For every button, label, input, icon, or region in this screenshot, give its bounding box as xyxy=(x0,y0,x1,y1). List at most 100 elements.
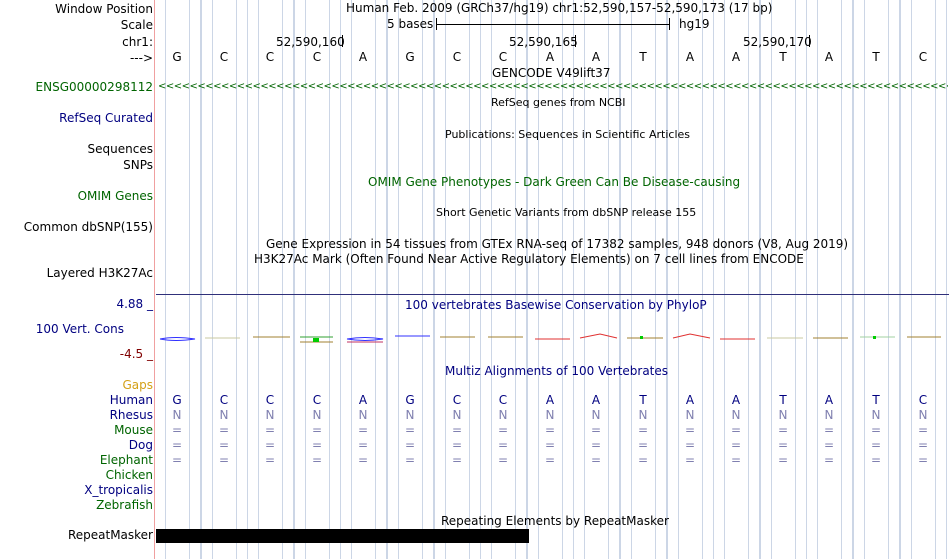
alignment-base: = xyxy=(730,453,742,467)
grid-line xyxy=(247,0,248,559)
h3k27ac-label[interactable]: Layered H3K27Ac xyxy=(46,266,153,280)
species-label: Elephant xyxy=(99,453,153,467)
coord-tick-label: 52,590,170 xyxy=(743,35,812,49)
grid-line xyxy=(900,0,901,559)
alignment-base: = xyxy=(870,438,882,452)
grid-line xyxy=(655,0,656,559)
grid-line xyxy=(678,0,679,559)
chr-label: chr1: xyxy=(122,35,153,49)
phylop-wiggle[interactable] xyxy=(155,328,950,348)
grid-line xyxy=(480,0,481,559)
grid-line xyxy=(562,0,563,559)
alignment-base: = xyxy=(823,423,835,437)
alignment-base: = xyxy=(311,438,323,452)
alignment-base: N xyxy=(685,408,695,422)
alignment-base: = xyxy=(544,423,556,437)
gencode-gene-feature[interactable]: <<<<<<<<<<<<<<<<<<<<<<<<<<<<<<<<<<<<<<<<… xyxy=(158,81,948,92)
dbsnp-label[interactable]: Common dbSNP(155) xyxy=(23,220,153,234)
phylop-label[interactable]: 100 Vert. Cons xyxy=(35,322,124,336)
sequence-base: C xyxy=(265,50,275,64)
assembly-position: Human Feb. 2009 (GRCh37/hg19) chr1:52,59… xyxy=(346,1,773,15)
alignment-base: T xyxy=(779,393,787,407)
repeatmasker-feature[interactable] xyxy=(156,529,529,543)
phylop-baseline xyxy=(156,294,949,295)
alignment-base: N xyxy=(871,408,881,422)
alignment-base: = xyxy=(684,453,696,467)
grid-line xyxy=(293,0,294,559)
alignment-base: = xyxy=(544,453,556,467)
dbsnp-title: Short Genetic Variants from dbSNP releas… xyxy=(436,206,697,219)
grid-line xyxy=(351,0,352,559)
grid-line xyxy=(515,0,516,559)
repeatmasker-label[interactable]: RepeatMasker xyxy=(67,528,153,542)
grid-line xyxy=(433,0,434,559)
omim-label[interactable]: OMIM Genes xyxy=(77,189,153,203)
alignment-base: C xyxy=(312,393,322,407)
grid-line xyxy=(795,0,796,559)
publications-title: Publications: Sequences in Scientific Ar… xyxy=(445,128,690,141)
alignment-base: = xyxy=(823,453,835,467)
alignment-base: N xyxy=(545,408,555,422)
alignment-base: = xyxy=(264,453,276,467)
publications-label-sequences[interactable]: Sequences xyxy=(87,142,153,156)
grid-line xyxy=(200,0,201,559)
species-label: Mouse xyxy=(114,423,153,437)
alignment-base: = xyxy=(777,453,789,467)
sequence-base: A xyxy=(824,50,834,64)
alignment-base: = xyxy=(637,438,649,452)
grid-line xyxy=(527,0,528,559)
alignment-base: G xyxy=(405,393,415,407)
alignment-base: = xyxy=(404,423,416,437)
alignment-base: N xyxy=(172,408,182,422)
alignment-base: = xyxy=(823,438,835,452)
grid-line xyxy=(852,0,853,559)
alignment-base: = xyxy=(590,423,602,437)
grid-line xyxy=(817,0,818,559)
grid-line xyxy=(666,0,667,559)
species-label: X_tropicalis xyxy=(84,483,153,497)
alignment-base: = xyxy=(870,423,882,437)
species-label: Human xyxy=(109,393,153,407)
refseq-label[interactable]: RefSeq Curated xyxy=(59,111,153,125)
species-label: Rhesus xyxy=(109,408,153,422)
grid-line xyxy=(608,0,609,559)
grid-line xyxy=(853,0,854,559)
alignment-base: = xyxy=(917,438,929,452)
base-grid xyxy=(155,0,950,559)
grid-line xyxy=(771,0,772,559)
alignment-base: = xyxy=(497,453,509,467)
alignment-base: N xyxy=(778,408,788,422)
alignment-base: = xyxy=(451,423,463,437)
grid-line xyxy=(258,0,259,559)
alignment-base: C xyxy=(452,393,462,407)
publications-label-snps[interactable]: SNPs xyxy=(123,158,153,172)
grid-line xyxy=(841,0,842,559)
alignment-base: A xyxy=(358,393,368,407)
grid-line xyxy=(667,0,668,559)
grid-line xyxy=(201,0,202,559)
alignment-base: = xyxy=(451,453,463,467)
grid-line xyxy=(760,0,761,559)
sequence-base: A xyxy=(731,50,741,64)
alignment-base: = xyxy=(357,438,369,452)
alignment-base: = xyxy=(637,423,649,437)
sequence-base: T xyxy=(872,50,880,64)
alignment-base: = xyxy=(311,453,323,467)
gencode-gene-label[interactable]: ENSG00000298112 xyxy=(35,80,153,94)
sequence-base: C xyxy=(498,50,508,64)
sequence-base: A xyxy=(685,50,695,64)
alignment-base: = xyxy=(404,453,416,467)
grid-line xyxy=(946,0,947,559)
alignment-base: = xyxy=(451,438,463,452)
alignment-base: G xyxy=(172,393,182,407)
sequence-base: G xyxy=(172,50,182,64)
coord-tick xyxy=(575,35,576,47)
grid-line xyxy=(294,0,295,559)
phylop-min-label: -4.5 _ xyxy=(119,347,153,361)
refseq-title: RefSeq genes from NCBI xyxy=(491,96,626,109)
grid-line xyxy=(422,0,423,559)
alignment-base: = xyxy=(730,438,742,452)
alignment-base: A xyxy=(685,393,695,407)
grid-line xyxy=(806,0,807,559)
alignment-base: N xyxy=(265,408,275,422)
